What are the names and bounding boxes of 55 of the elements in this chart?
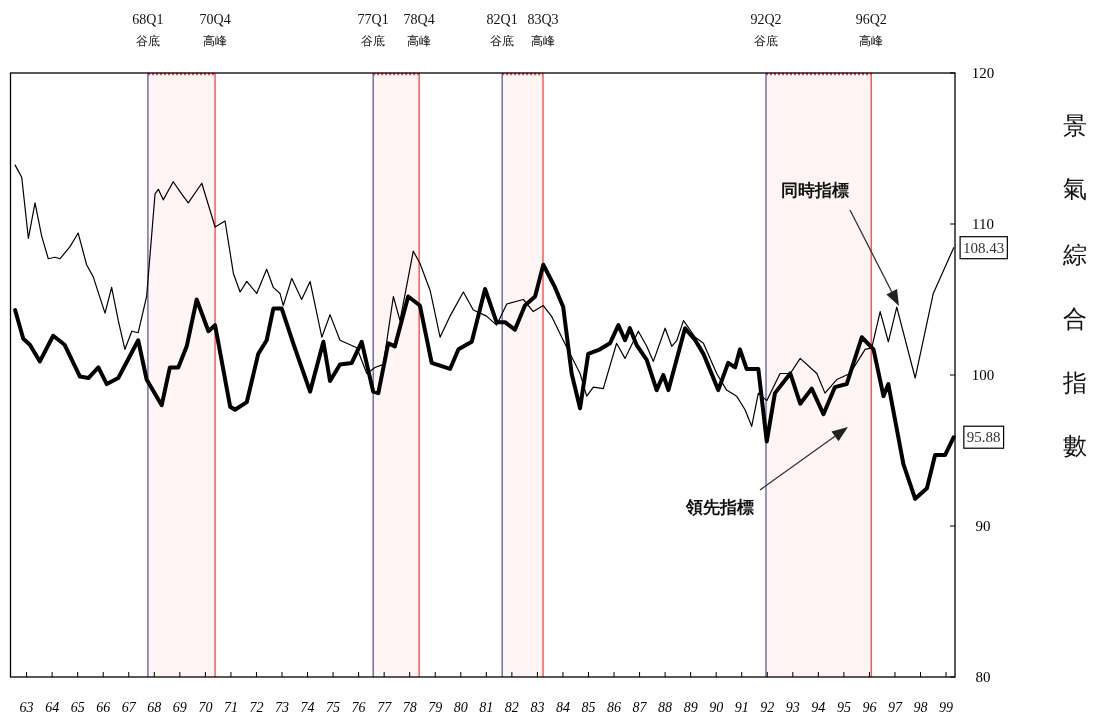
x-tick-label: 67	[121, 700, 137, 715]
x-tick-label: 66	[96, 700, 111, 715]
ref-line-label: 77Q1 谷底	[357, 12, 389, 48]
ref-line-label: 82Q1 谷底	[486, 12, 518, 48]
y-tick-label: 110	[972, 216, 994, 232]
x-tick-label: 81	[479, 700, 494, 715]
x-tick-label: 83	[530, 700, 545, 715]
x-tick-label: 86	[607, 700, 622, 715]
annotation: 108.43	[963, 239, 1005, 256]
annotation: 95.88	[966, 429, 1001, 446]
x-tick-label: 84	[555, 700, 570, 715]
x-tick-label: 94	[811, 700, 826, 715]
x-tick-label: 68	[147, 700, 162, 715]
annotation: 同時指標	[781, 180, 849, 200]
x-tick-label: 79	[428, 700, 443, 715]
x-tick-label: 82	[504, 700, 519, 715]
x-tick-label: 88	[658, 700, 673, 715]
x-tick-label: 98	[913, 700, 928, 715]
x-tick-label: 63	[19, 700, 34, 715]
x-tick-label: 64	[45, 700, 60, 715]
x-tick-label: 75	[326, 700, 341, 715]
x-tick-label: 74	[300, 700, 315, 715]
x-tick-label: 92	[760, 700, 775, 715]
y-tick-label: 90	[975, 518, 991, 534]
ref-line-label: 70Q4 高峰	[199, 12, 231, 48]
x-tick-label: 71	[223, 700, 238, 715]
ref-line-label: 83Q3 高峰	[527, 12, 559, 48]
y-tick-label: 80	[975, 669, 991, 685]
x-tick-label: 69	[172, 700, 187, 715]
ref-line-label: 78Q4 高峰	[403, 12, 435, 48]
x-tick-label: 72	[249, 700, 264, 715]
annotation: 領先指標	[685, 497, 754, 517]
x-tick-label: 95	[836, 700, 851, 715]
x-tick-label: 93	[785, 700, 800, 715]
x-tick-label: 91	[734, 700, 749, 715]
y-axis-title: 景氣綜合指數	[1062, 95, 1088, 479]
x-tick-label: 87	[632, 700, 648, 715]
x-tick-label: 77	[377, 700, 393, 715]
x-tick-label: 78	[402, 700, 417, 715]
x-tick-label: 89	[683, 700, 698, 715]
x-tick-label: 90	[709, 700, 724, 715]
x-tick-label: 97	[887, 700, 903, 715]
ref-line-label: 68Q1 谷底	[132, 12, 164, 48]
x-tick-label: 73	[275, 700, 289, 715]
x-tick-label: 96	[862, 700, 877, 715]
x-tick-label: 76	[351, 700, 366, 715]
ref-line-label: 92Q2 谷底	[750, 12, 782, 48]
x-tick-label: 85	[581, 700, 596, 715]
x-tick-label: 80	[453, 700, 468, 715]
ref-line-label: 96Q2 高峰	[855, 12, 887, 48]
x-tick-label: 99	[939, 700, 954, 715]
y-tick-label: 100	[971, 367, 995, 383]
y-tick-label: 120	[971, 65, 995, 81]
x-tick-label: 65	[70, 700, 85, 715]
x-tick-label: 70	[198, 700, 213, 715]
